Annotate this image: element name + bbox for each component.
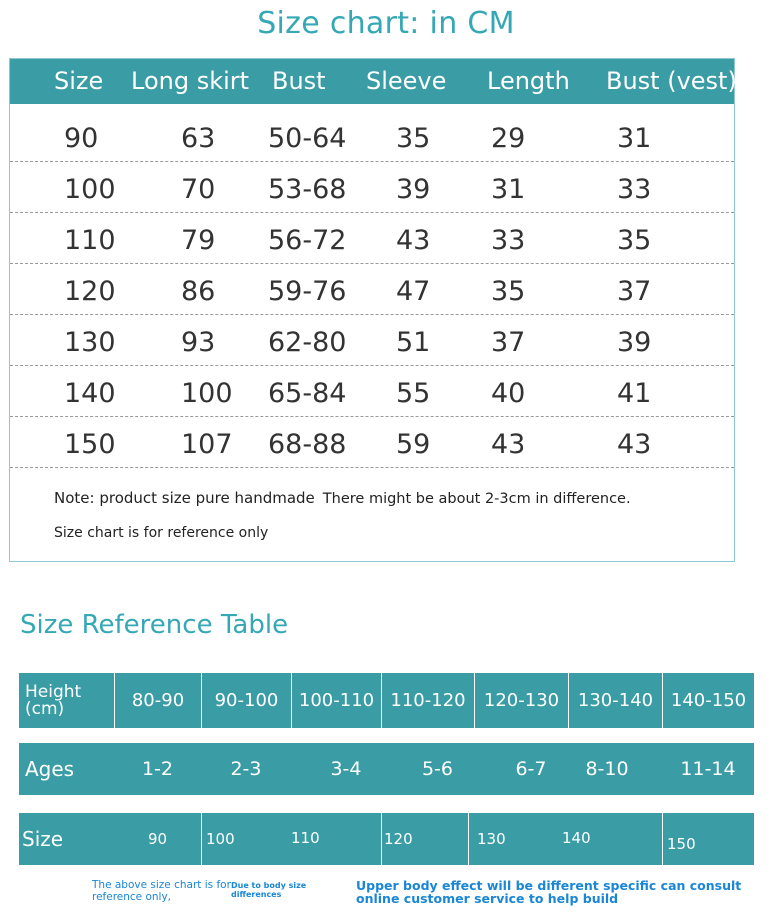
age-cell: 6-7	[515, 758, 547, 780]
cell-long-skirt: 63	[181, 123, 216, 154]
footer-note-consult: Upper body effect will be different spec…	[356, 879, 741, 905]
cell-size: 110	[64, 225, 116, 256]
cell-bust-vest: 31	[617, 123, 652, 154]
cell-bust-vest: 41	[617, 378, 652, 409]
cell-sleeve: 51	[396, 327, 431, 358]
footer-note-consult-line2: online customer service to help build	[356, 891, 619, 906]
footer-note-reference-line1: The above size chart is for	[92, 879, 231, 891]
footer-note-body-size-line2: differences	[231, 890, 282, 899]
size-chart-title: Size chart: in CM	[257, 6, 515, 41]
height-cell: 100-110	[291, 673, 381, 728]
height-cell: 140-150	[662, 673, 754, 728]
reference-row-ages: Ages 1-2 2-3 3-4 5-6 6-7 8-10 11-14	[19, 743, 754, 795]
age-cell: 5-6	[421, 758, 454, 780]
size-chart-header: Size Long skirt Bust Sleeve Length Bust …	[10, 59, 737, 104]
row-label-height: Height (cm)	[25, 681, 82, 719]
cell-bust: 65-84	[268, 378, 347, 409]
col-header-size: Size	[54, 67, 104, 95]
height-cell: 120-130	[474, 673, 568, 728]
cell-length: 31	[491, 174, 526, 205]
cell-bust: 59-76	[268, 276, 347, 307]
height-cell: 110-120	[381, 673, 474, 728]
cell-long-skirt: 100	[181, 378, 233, 409]
age-cell: 8-10	[585, 758, 629, 780]
cell-bust-vest: 33	[617, 174, 652, 205]
cell-long-skirt: 86	[181, 276, 216, 307]
cell-bust: 56-72	[268, 225, 347, 256]
size-note: Note: product size pure handmade There mi…	[54, 489, 631, 507]
col-header-long-skirt: Long skirt	[131, 67, 250, 95]
table-row: 100 70 53-68 39 31 33	[10, 162, 734, 213]
cell-length: 40	[491, 378, 526, 409]
cell-bust-vest: 43	[617, 429, 652, 460]
cell-long-skirt: 107	[181, 429, 233, 460]
size-cell: 140	[562, 829, 591, 847]
cell-sleeve: 59	[396, 429, 431, 460]
cell-bust: 53-68	[268, 174, 347, 205]
cell-sleeve: 43	[396, 225, 431, 256]
note-handmade: Note: product size pure handmade	[54, 489, 315, 507]
row-label-size: Size	[22, 827, 64, 851]
footer-note-body-size: Due to body size differences	[231, 881, 306, 899]
col-header-bust-vest: Bust (vest)	[606, 67, 737, 95]
cell-bust-vest: 37	[617, 276, 652, 307]
cell-size: 140	[64, 378, 116, 409]
height-cell: 80-90	[114, 673, 201, 728]
footer-note-consult-line1: Upper body effect will be different spec…	[356, 878, 742, 893]
note-difference: There might be about 2-3cm in difference…	[322, 491, 631, 507]
age-cell: 2-3	[230, 758, 262, 780]
footer-note-reference-line2: reference only,	[92, 891, 172, 903]
footer-note-reference: The above size chart is for reference on…	[92, 879, 231, 903]
table-row: 120 86 59-76 47 35 37	[10, 264, 734, 315]
size-chart-table: Size Long skirt Bust Sleeve Length Bust …	[9, 58, 737, 562]
cell-long-skirt: 93	[181, 327, 216, 358]
reference-table-title: Size Reference Table	[20, 610, 289, 640]
size-cell: 150	[662, 813, 754, 865]
cell-bust: 62-80	[268, 327, 347, 358]
cell-size: 100	[64, 174, 116, 205]
height-cell: 90-100	[201, 673, 291, 728]
note-reference-only: Size chart is for reference only	[54, 525, 269, 541]
cell-length: 29	[491, 123, 526, 154]
age-cell: 1-2	[141, 758, 174, 780]
table-row: 140 100 65-84 55 40 41	[10, 366, 734, 417]
size-cell: 90	[147, 830, 168, 848]
cell-length: 43	[491, 429, 526, 460]
table-row: 150 107 68-88 59 43 43	[10, 417, 734, 468]
col-header-bust: Bust	[272, 67, 326, 95]
reference-row-height: Height (cm) 80-90 90-100 100-110 110-120…	[19, 673, 754, 728]
cell-long-skirt: 70	[181, 174, 216, 205]
age-cell: 11-14	[680, 758, 736, 780]
reference-row-size: Size 90 100 110 120 130 140 150	[19, 813, 754, 865]
cell-size: 130	[64, 327, 116, 358]
cell-length: 37	[491, 327, 526, 358]
size-cell: 130	[468, 813, 562, 865]
row-label-ages: Ages	[25, 757, 75, 781]
col-header-sleeve: Sleeve	[366, 67, 447, 95]
cell-bust: 50-64	[268, 123, 347, 154]
height-cell: 130-140	[568, 673, 662, 728]
cell-bust-vest: 35	[617, 225, 652, 256]
cell-size: 90	[64, 123, 99, 154]
size-cell: 110	[291, 829, 320, 847]
footer-note-body-size-line1: Due to body size	[231, 881, 307, 890]
table-row: 90 63 50-64 35 29 31	[10, 111, 734, 162]
cell-sleeve: 55	[396, 378, 431, 409]
table-row: 130 93 62-80 51 37 39	[10, 315, 734, 366]
size-cell: 100	[201, 813, 291, 865]
cell-length: 33	[491, 225, 526, 256]
cell-bust: 68-88	[268, 429, 347, 460]
size-cell: 120	[381, 813, 468, 865]
cell-long-skirt: 79	[181, 225, 216, 256]
table-row: 110 79 56-72 43 33 35	[10, 213, 734, 264]
cell-sleeve: 47	[396, 276, 431, 307]
col-header-length: Length	[487, 67, 570, 95]
cell-sleeve: 35	[396, 123, 431, 154]
cell-sleeve: 39	[396, 174, 431, 205]
cell-length: 35	[491, 276, 526, 307]
cell-bust-vest: 39	[617, 327, 652, 358]
cell-size: 120	[64, 276, 116, 307]
cell-size: 150	[64, 429, 116, 460]
age-cell: 3-4	[330, 758, 362, 780]
